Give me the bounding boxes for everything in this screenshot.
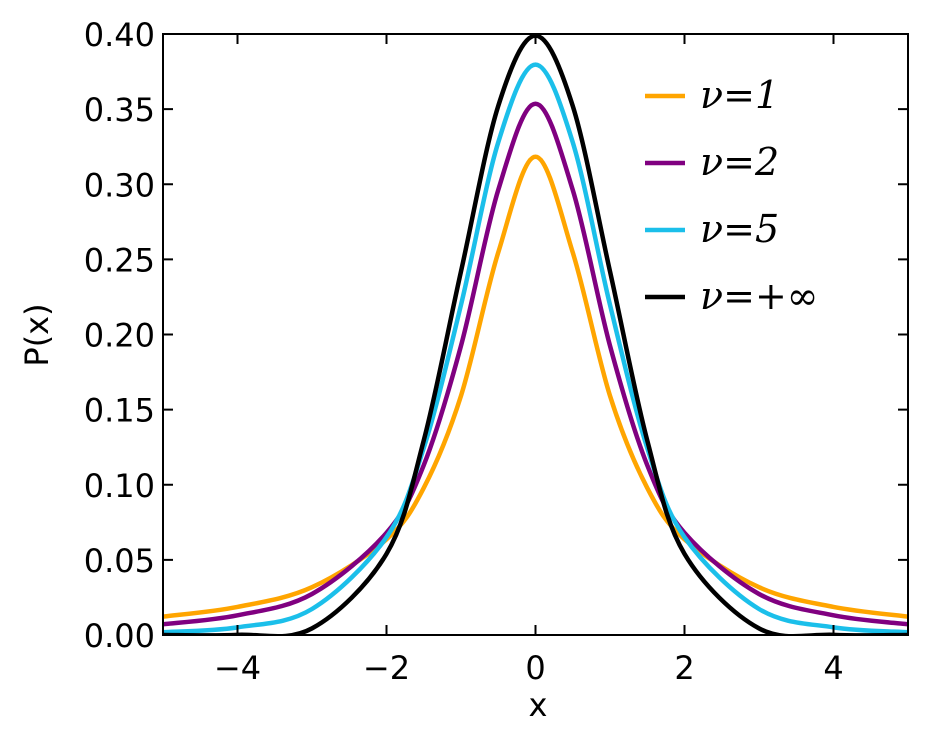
y-tick-label: 0.20 (84, 317, 155, 355)
y-tick-label: 0.30 (84, 166, 155, 204)
y-tick-label: 0.10 (84, 467, 155, 505)
series-line-nu-inf (163, 33, 908, 635)
y-tick-label: 0.05 (84, 542, 155, 580)
series-line-nu-1 (163, 154, 908, 619)
x-tick-label: −2 (363, 649, 410, 687)
legend-label-nu-5: ν=5 (700, 207, 779, 251)
series-line-nu-2 (163, 101, 908, 627)
y-tick-label: 0.00 (84, 617, 155, 655)
x-tick-label: −4 (214, 649, 261, 687)
y-tick-label: 0.40 (84, 16, 155, 54)
plot-border (162, 33, 909, 636)
y-axis-label: P(x) (18, 303, 56, 366)
series-line-nu-5 (163, 62, 908, 635)
y-tick-label: 0.25 (84, 241, 155, 279)
y-tick-label: 0.35 (84, 91, 155, 129)
x-tick-label: 2 (674, 649, 694, 687)
legend-label-nu-inf: ν=+∞ (700, 274, 818, 318)
plot-frame (162, 33, 909, 636)
x-tick-label: 0 (525, 649, 545, 687)
legend: ν=1 ν=2 ν=5 ν=+∞ (645, 73, 818, 318)
legend-label-nu-1: ν=1 (700, 73, 779, 117)
series-layer (163, 33, 908, 635)
y-tick-label: 0.15 (84, 392, 155, 430)
x-tick-label: 4 (823, 649, 843, 687)
legend-label-nu-2: ν=2 (700, 140, 779, 184)
ticks-layer: −4 −2 0 2 4 0.00 0.05 0.10 0.15 0.20 0.25 0.30 0.35 0… (84, 16, 908, 687)
x-axis-label: x (529, 686, 548, 724)
